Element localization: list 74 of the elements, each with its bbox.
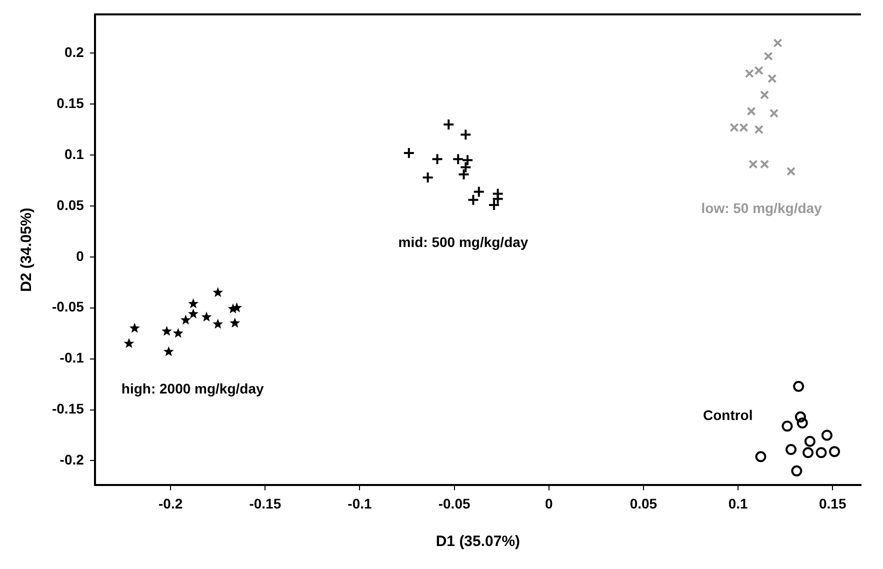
point <box>163 346 174 356</box>
y-tick-label: 0.2 <box>64 44 84 60</box>
point <box>402 146 415 159</box>
y-tick-label: -0.05 <box>52 298 84 315</box>
x-tick-label: -0.15 <box>249 495 282 512</box>
point <box>816 447 827 458</box>
point <box>794 411 806 422</box>
text: Control <box>702 407 753 424</box>
y-axis-title: D2 (34.05%) <box>18 208 36 292</box>
point <box>760 160 770 169</box>
point <box>786 166 796 176</box>
point <box>460 128 472 141</box>
point <box>760 90 770 100</box>
point <box>764 52 773 61</box>
point <box>180 314 191 325</box>
text: high: 2000 mg/kg/day <box>121 380 264 397</box>
text: mid: 500 mg/kg/day <box>398 234 528 250</box>
point <box>793 380 804 392</box>
point <box>746 106 756 116</box>
point <box>230 318 240 328</box>
y-tick-label: 0 <box>76 248 84 264</box>
point <box>188 298 199 308</box>
x-tick-label: 0.1 <box>728 495 748 512</box>
y-tick-label: 0.15 <box>56 94 84 111</box>
point <box>739 122 748 132</box>
point <box>488 198 500 211</box>
point <box>442 118 455 130</box>
point <box>786 444 797 456</box>
point <box>821 430 832 441</box>
y-tick-label: -0.15 <box>52 400 84 417</box>
point <box>467 194 480 206</box>
x-axis-title: D1 (35.07%) <box>436 533 520 550</box>
point <box>129 322 140 333</box>
y-tick-label: 0.05 <box>56 196 84 213</box>
point <box>754 125 764 134</box>
y-tick-label: -0.2 <box>60 452 84 468</box>
point <box>791 465 802 476</box>
point <box>769 108 779 118</box>
point <box>730 122 739 132</box>
x-tick-label: 0.15 <box>819 495 846 512</box>
point <box>462 154 474 166</box>
point <box>804 436 816 447</box>
point <box>773 38 782 48</box>
point <box>172 328 184 338</box>
point <box>431 153 444 166</box>
text: low: 50 mg/kg/day <box>701 200 822 216</box>
point <box>802 447 814 458</box>
x-tick-label: -0.2 <box>158 495 183 512</box>
point <box>829 446 840 458</box>
point <box>188 308 199 318</box>
point <box>212 318 224 329</box>
point <box>782 420 793 432</box>
point <box>232 302 242 312</box>
point <box>460 161 472 174</box>
point <box>212 287 224 298</box>
x-tick-label: -0.05 <box>438 495 470 512</box>
point <box>472 186 485 198</box>
point <box>162 326 172 336</box>
x-tick-label: -0.1 <box>348 495 372 512</box>
point <box>754 66 764 75</box>
point <box>422 171 434 184</box>
y-tick-label: -0.1 <box>60 350 84 366</box>
point <box>744 68 754 78</box>
point <box>748 160 758 169</box>
point <box>201 312 212 322</box>
x-tick-label: 0 <box>544 495 553 512</box>
point <box>796 418 808 429</box>
x-tick-label: 0.05 <box>630 495 658 512</box>
point <box>755 451 766 462</box>
point <box>452 153 464 166</box>
point <box>458 168 470 180</box>
point <box>768 74 777 84</box>
y-tick-label: 0.1 <box>64 146 84 162</box>
point <box>124 338 134 348</box>
